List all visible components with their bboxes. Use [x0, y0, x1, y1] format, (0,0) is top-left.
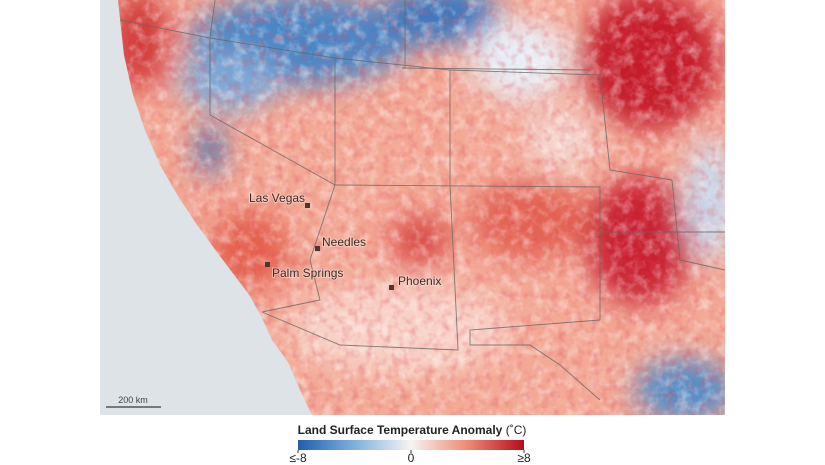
- city-label: Palm Springs: [272, 266, 343, 280]
- colorbar: [298, 440, 524, 450]
- legend-title-text: Land Surface Temperature Anomaly: [298, 423, 503, 437]
- marker: [305, 203, 310, 208]
- marker: [389, 285, 394, 290]
- legend: Land Surface Temperature Anomaly (˚C) ≤-…: [289, 423, 531, 465]
- state-borders: [119, 0, 725, 401]
- legend-tick-label: ≥8: [517, 451, 531, 465]
- legend-tick-label: 0: [408, 451, 415, 465]
- city-label: Las Vegas: [249, 191, 305, 205]
- land: [118, 0, 725, 415]
- marker: [315, 246, 320, 251]
- city-markers: [265, 203, 394, 290]
- city-label: Phoenix: [398, 274, 441, 288]
- legend-unit: (˚C): [506, 423, 527, 437]
- city-label: Needles: [322, 235, 366, 249]
- map: Las Vegas Needles Palm Springs Phoenix 2…: [100, 0, 725, 415]
- marker: [265, 262, 270, 267]
- legend-title: Land Surface Temperature Anomaly (˚C): [298, 423, 527, 437]
- legend-tick-label: ≤-8: [289, 451, 307, 465]
- scale-label: 200 km: [118, 395, 148, 405]
